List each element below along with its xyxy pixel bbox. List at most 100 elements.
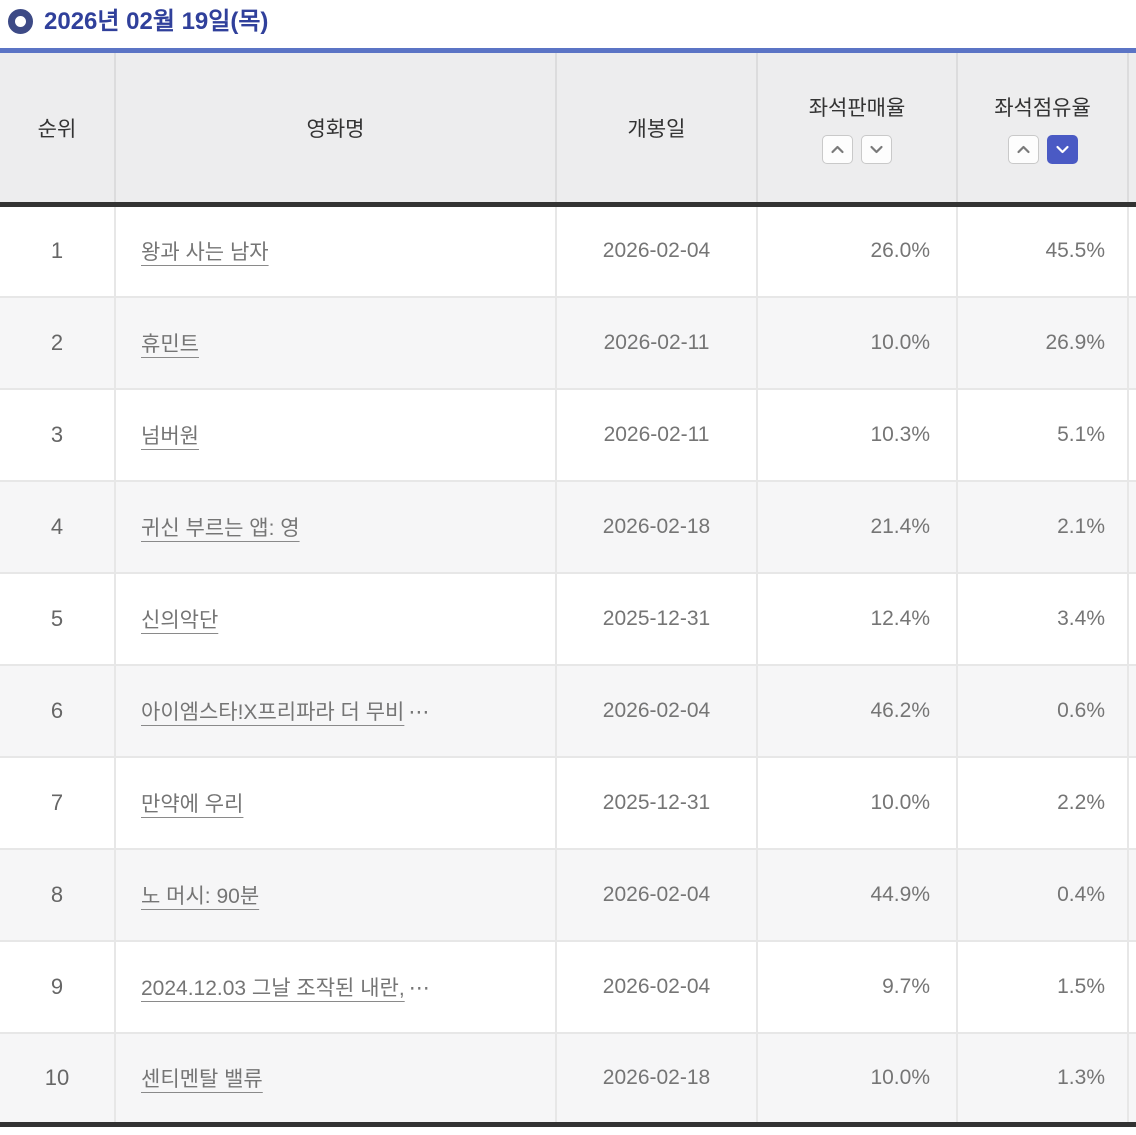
movie-link[interactable]: 귀신 부르는 앱: 영 [141, 516, 300, 540]
seat-sales-rate-cell: 10.0% [756, 295, 957, 389]
seat-occupancy-rate-cell: 45.5% [956, 204, 1128, 297]
table-row: 3 넘버원 2026-02-11 10.3% 5.1% [0, 387, 1136, 481]
seat-sales-rate-cell: 10.0% [756, 755, 957, 849]
rank-cell: 2 [0, 295, 115, 389]
table-row: 5 신의악단 2025-12-31 12.4% 3.4% [0, 571, 1136, 665]
bullet-ring-icon [8, 9, 33, 34]
rank-cell: 4 [0, 479, 115, 573]
seat-sales-rate-cell: 12.4% [756, 571, 957, 665]
rank-cell: 9 [0, 939, 115, 1033]
movie-link[interactable]: 신의악단 [141, 608, 219, 632]
release-date-cell: 2026-02-18 [555, 479, 757, 573]
column-header-rank: 순위 [0, 50, 115, 207]
seat-occupancy-rate-cell: 2.1% [956, 479, 1128, 573]
cutoff-cell [1127, 939, 1136, 1033]
truncation-ellipsis: ⋯ [408, 976, 430, 1000]
table-row: 7 만약에 우리 2025-12-31 10.0% 2.2% [0, 755, 1136, 849]
movie-link[interactable]: 센티멘탈 밸류 [141, 1067, 263, 1091]
column-header-seat-occupancy-rate-label: 좌석점유율 [994, 96, 1091, 120]
column-header-movie: 영화명 [114, 50, 556, 207]
cutoff-cell [1127, 387, 1136, 481]
rank-cell: 8 [0, 847, 115, 941]
column-header-seat-sales-rate-label: 좌석판매율 [808, 96, 906, 120]
cutoff-cell [1127, 755, 1136, 849]
column-header-rank-label: 순위 [37, 117, 77, 141]
cutoff-cell [1127, 479, 1136, 573]
movie-cell: 아이엠스타!X프리파라 더 무비 ⋯ [114, 663, 556, 757]
table-body: 1 왕과 사는 남자 2026-02-04 26.0% 45.5% 2 휴민트 2026-02… [0, 204, 1136, 1125]
cutoff-cell [1127, 663, 1136, 757]
movie-cell: 만약에 우리 [114, 755, 556, 849]
column-header-seat-sales-rate: 좌석판매율 [756, 50, 957, 207]
movie-link[interactable]: 휴민트 [141, 332, 199, 356]
seat-sales-rate-cell: 21.4% [756, 479, 957, 573]
cutoff-cell [1127, 1031, 1136, 1125]
movie-cell: 센티멘탈 밸류 [114, 1031, 556, 1125]
release-date-cell: 2026-02-11 [555, 387, 757, 481]
movie-link[interactable]: 노 머시: 90분 [141, 884, 260, 908]
cutoff-cell [1127, 847, 1136, 941]
page-title: 2026년 02월 19일(목) [44, 8, 269, 35]
truncation-ellipsis: ⋯ [408, 700, 430, 724]
column-header-movie-label: 영화명 [306, 117, 365, 141]
rank-cell: 6 [0, 663, 115, 757]
column-header-release-date-label: 개봉일 [627, 117, 686, 141]
movie-link[interactable]: 2024.12.03 그날 조작된 내란, [141, 976, 405, 1000]
movie-cell: 노 머시: 90분 [114, 847, 556, 941]
column-header-seat-occupancy-rate: 좌석점유율 [956, 50, 1128, 207]
boxoffice-table: 순위 영화명 개봉일 좌석판매율 [0, 48, 1136, 1127]
movie-cell: 귀신 부르는 앱: 영 [114, 479, 556, 573]
seat-occupancy-rate-cell: 0.6% [956, 663, 1128, 757]
seat-sales-rate-sort-desc-button[interactable] [861, 134, 892, 164]
rank-cell: 3 [0, 387, 115, 481]
release-date-cell: 2026-02-18 [555, 1031, 757, 1125]
chevron-up-icon [830, 145, 845, 154]
table-row: 8 노 머시: 90분 2026-02-04 44.9% 0.4% [0, 847, 1136, 941]
movie-link[interactable]: 아이엠스타!X프리파라 더 무비 [141, 700, 405, 724]
rank-cell: 1 [0, 204, 115, 297]
movie-cell: 넘버원 [114, 387, 556, 481]
chevron-down-icon [1055, 145, 1070, 154]
cutoff-cell [1127, 204, 1136, 297]
date-title-bar: 2026년 02월 19일(목) [0, 0, 1136, 48]
seat-occupancy-rate-cell: 5.1% [956, 387, 1128, 481]
cutoff-cell [1127, 295, 1136, 389]
movie-cell: 2024.12.03 그날 조작된 내란, ⋯ [114, 939, 556, 1033]
release-date-cell: 2026-02-11 [555, 295, 757, 389]
header-row: 순위 영화명 개봉일 좌석판매율 [0, 50, 1136, 207]
seat-occupancy-rate-cell: 1.5% [956, 939, 1128, 1033]
seat-occupancy-rate-sort-asc-button[interactable] [1007, 134, 1039, 164]
movie-link[interactable]: 왕과 사는 남자 [141, 241, 269, 265]
table-row: 10 센티멘탈 밸류 2026-02-18 10.0% 1.3% [0, 1031, 1136, 1125]
column-header-release-date: 개봉일 [555, 50, 757, 207]
seat-sales-rate-sort-asc-button[interactable] [822, 134, 853, 164]
seat-occupancy-rate-cell: 3.4% [956, 571, 1128, 665]
seat-sales-rate-cell: 10.3% [756, 387, 957, 481]
seat-sales-rate-cell: 26.0% [756, 204, 957, 297]
column-header-cutoff [1127, 50, 1136, 207]
table-row: 6 아이엠스타!X프리파라 더 무비 ⋯ 2026-02-04 46.2% 0.6% [0, 663, 1136, 757]
chevron-up-icon [1016, 145, 1031, 154]
movie-cell: 휴민트 [114, 295, 556, 389]
seat-occupancy-rate-sort-desc-button[interactable] [1046, 134, 1078, 164]
seat-sales-rate-sort-group [822, 134, 892, 164]
seat-sales-rate-cell: 44.9% [756, 847, 957, 941]
seat-occupancy-rate-cell: 0.4% [956, 847, 1128, 941]
release-date-cell: 2026-02-04 [555, 204, 757, 297]
seat-occupancy-rate-cell: 1.3% [956, 1031, 1128, 1125]
movie-cell: 왕과 사는 남자 [114, 204, 556, 297]
release-date-cell: 2025-12-31 [555, 755, 757, 849]
movie-cell: 신의악단 [114, 571, 556, 665]
movie-link[interactable]: 넘버원 [141, 424, 199, 448]
rank-cell: 7 [0, 755, 115, 849]
rank-cell: 5 [0, 571, 115, 665]
seat-occupancy-rate-cell: 26.9% [956, 295, 1128, 389]
release-date-cell: 2026-02-04 [555, 663, 757, 757]
seat-sales-rate-cell: 9.7% [756, 939, 957, 1033]
table-row: 1 왕과 사는 남자 2026-02-04 26.0% 45.5% [0, 204, 1136, 297]
table-row: 9 2024.12.03 그날 조작된 내란, ⋯ 2026-02-04 9.7% 1.5… [0, 939, 1136, 1033]
table-row: 4 귀신 부르는 앱: 영 2026-02-18 21.4% 2.1% [0, 479, 1136, 573]
movie-link[interactable]: 만약에 우리 [141, 792, 244, 816]
rank-cell: 10 [0, 1031, 115, 1125]
